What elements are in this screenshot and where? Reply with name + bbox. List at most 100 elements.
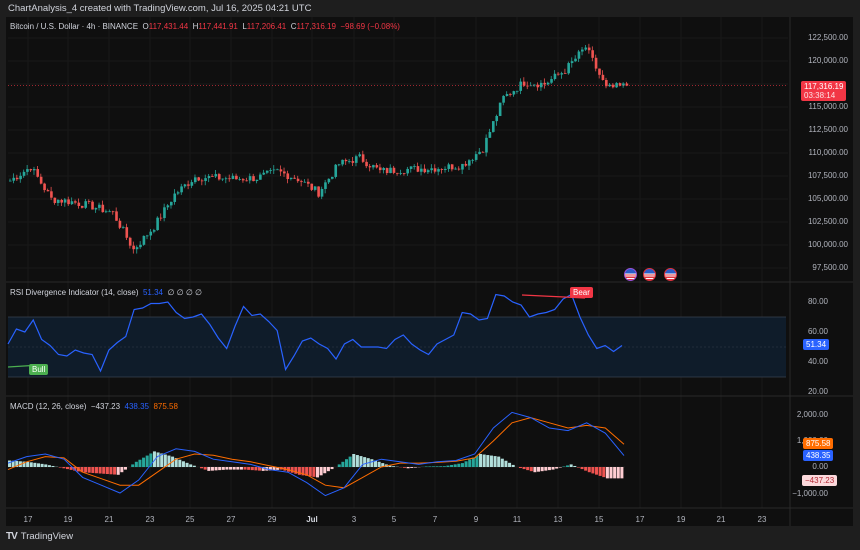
candle-body — [187, 184, 190, 186]
ohlc-low: 117,206.41 — [246, 22, 287, 31]
macd-histogram-bar — [352, 454, 356, 467]
macd-histogram-bar — [453, 464, 457, 467]
candle-body — [9, 180, 12, 182]
macd-histogram-bar — [142, 457, 146, 467]
macd-histogram-bar — [580, 467, 584, 470]
rsi-value: 51.34 — [142, 288, 163, 297]
macd-histogram-bar — [613, 467, 617, 479]
candle-body — [413, 166, 416, 167]
candle-body — [156, 217, 159, 231]
candle-body — [512, 91, 516, 95]
macd-histogram-bar — [402, 467, 406, 468]
macd-histogram-bar — [160, 453, 164, 467]
candle-body — [519, 81, 523, 91]
macd-histogram-bar — [508, 462, 512, 467]
macd-histogram-bar — [145, 455, 149, 467]
macd-histogram-bar — [290, 467, 294, 473]
candle-body — [115, 211, 118, 221]
macd-title: MACD (12, 26, close) — [10, 402, 87, 411]
candle-body — [128, 237, 132, 246]
candle-body — [104, 211, 108, 213]
chart-panel[interactable] — [6, 17, 853, 526]
macd-histogram-bar — [348, 456, 352, 467]
macd-histogram-bar — [533, 467, 537, 473]
candle-body — [39, 176, 43, 184]
time-tick: 25 — [185, 515, 195, 524]
candle-body — [200, 180, 204, 182]
macd-histogram-bar — [232, 467, 236, 470]
candle-body — [98, 204, 101, 208]
macd-histogram-bar — [464, 461, 468, 467]
macd-histogram-bar — [323, 467, 327, 474]
candle-body — [159, 217, 163, 219]
macd-histogram-bar — [207, 467, 211, 471]
macd-histogram-bar — [229, 467, 233, 470]
macd-histogram-bar — [562, 466, 566, 467]
macd-legend[interactable]: MACD (12, 26, close) −437.23 438.35 875.… — [10, 402, 178, 411]
time-tick: 21 — [104, 515, 114, 524]
candle-body — [461, 163, 464, 170]
macd-histogram-tag: −437.23 — [802, 475, 838, 486]
candle-body — [169, 201, 173, 206]
price-tick: 97,500.00 — [812, 263, 848, 272]
candle-body — [43, 183, 46, 191]
macd-histogram-bar — [609, 467, 613, 479]
macd-histogram-bar — [192, 465, 196, 467]
candle-body — [368, 166, 372, 168]
candle-body — [87, 201, 91, 202]
candle-body — [437, 169, 440, 172]
candle-body — [180, 186, 183, 193]
candle-body — [296, 178, 300, 182]
candle-body — [262, 172, 266, 175]
candle-body — [378, 167, 382, 171]
macd-histogram-bar — [511, 464, 515, 467]
macd-histogram-bar — [410, 467, 414, 468]
candle-body — [420, 168, 423, 172]
time-tick: 27 — [226, 515, 236, 524]
macd-histogram-bar — [200, 467, 204, 469]
macd-histogram-bar — [98, 467, 102, 474]
macd-histogram-bar — [479, 454, 483, 467]
rsi-legend[interactable]: RSI Divergence Indicator (14, close) 51.… — [10, 288, 202, 297]
candle-body — [118, 220, 122, 228]
macd-histogram-bar — [428, 466, 432, 467]
macd-histogram-bar — [489, 455, 493, 467]
us-event-flag-icon[interactable] — [624, 268, 637, 281]
price-tick: 102,500.00 — [807, 217, 848, 226]
candle-body — [300, 181, 303, 182]
rsi-tick: 60.00 — [807, 327, 828, 336]
candle-body — [111, 211, 115, 213]
macd-histogram-bar — [337, 464, 341, 467]
candle-body — [440, 169, 444, 170]
macd-histogram-bar — [214, 467, 218, 471]
macd-histogram-bar — [616, 467, 620, 479]
macd-histogram-bar — [120, 467, 124, 473]
ohlc-close: 117,316.19 — [296, 22, 336, 31]
price-tick: 110,000.00 — [808, 148, 848, 157]
time-tick: 3 — [351, 515, 357, 524]
candle-body — [146, 235, 149, 237]
candle-body — [217, 174, 221, 180]
macd-histogram-bar — [250, 467, 254, 471]
us-event-flag-icon[interactable] — [664, 268, 677, 281]
macd-histogram-bar — [435, 466, 439, 467]
macd-histogram-bar — [319, 467, 323, 476]
us-event-flag-icon[interactable] — [643, 268, 656, 281]
price-tick: 105,000.00 — [807, 194, 848, 203]
macd-histogram-bar — [471, 457, 475, 467]
candle-body — [426, 170, 430, 173]
macd-tick: 0.00 — [812, 462, 828, 471]
macd-histogram-bar — [189, 464, 193, 467]
candle-body — [594, 57, 598, 69]
macd-histogram-bar — [388, 465, 392, 467]
macd-histogram-bar — [163, 454, 167, 467]
candle-body — [50, 191, 53, 198]
candle-body — [605, 80, 608, 87]
macd-histogram-bar — [605, 467, 609, 479]
footer-brand[interactable]: TV TradingView — [6, 531, 73, 542]
candle-body — [320, 188, 324, 197]
candle-body — [94, 207, 98, 210]
candle-body — [53, 197, 57, 203]
candle-body — [269, 170, 272, 171]
